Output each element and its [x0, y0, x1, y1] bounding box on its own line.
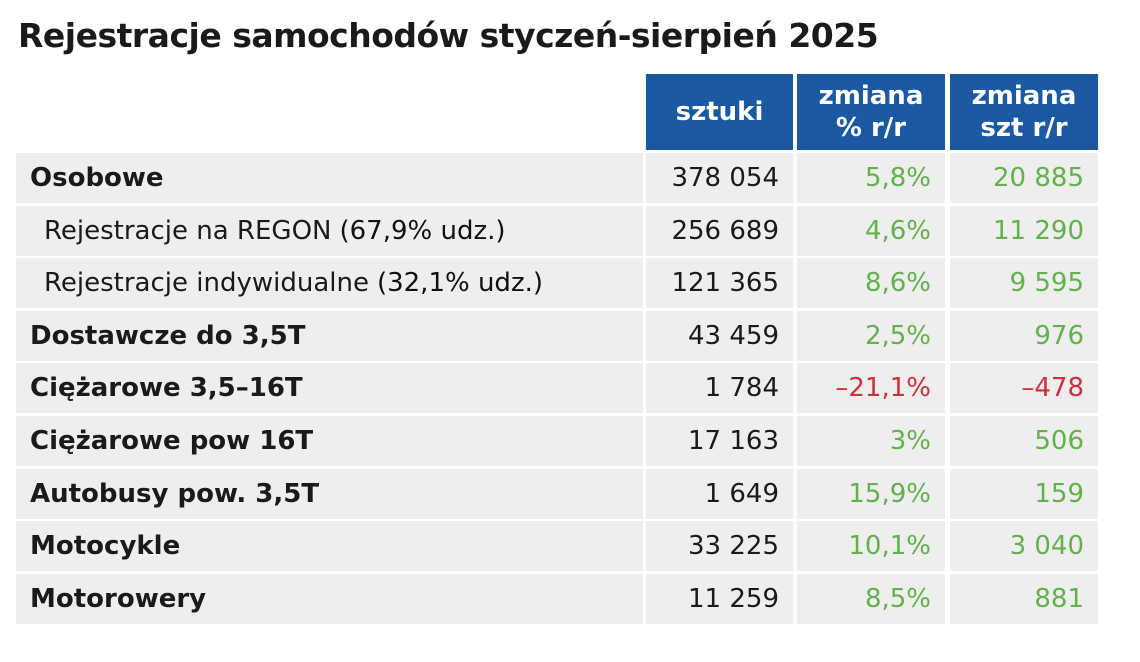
value-cell: 2,5% [797, 310, 945, 361]
value: 3% [889, 426, 931, 456]
row-label-cell: Rejestracje na REGON (67,9% udz.) [16, 205, 643, 256]
row-note: (32,1% udz.) [376, 268, 543, 299]
value: 3 040 [1009, 531, 1084, 562]
value-cell: 159 [950, 468, 1098, 519]
value: 9 595 [1009, 268, 1084, 299]
value: 881 [1034, 583, 1084, 614]
value-cell: –478 [950, 363, 1098, 414]
value-cell: 33 225 [646, 521, 793, 572]
value: 976 [1034, 320, 1084, 351]
row-label-cell: Dostawcze do 3,5T [16, 310, 643, 361]
value: 506 [1034, 426, 1084, 456]
value-cell: 10,1% [797, 521, 945, 572]
value: 8,5% [864, 583, 931, 614]
value: 11 290 [993, 215, 1084, 246]
value: 1 784 [704, 373, 779, 404]
header-text: % r/r [835, 113, 907, 143]
value: 256 689 [671, 215, 779, 246]
header-text: zmiana [971, 81, 1077, 111]
value: –21,1% [835, 373, 931, 404]
value: 159 [1034, 478, 1084, 509]
value-cell: 20 885 [950, 153, 1098, 203]
value-cell: 378 054 [646, 153, 793, 203]
value: 43 459 [688, 320, 779, 351]
row-label: Rejestracje indywidualne [44, 268, 369, 299]
row-label-cell: Motocykle [16, 521, 643, 572]
header-text: szt r/r [980, 113, 1068, 143]
row-label-cell: Osobowe [16, 153, 643, 203]
value-cell: 15,9% [797, 468, 945, 519]
value-cell: 17 163 [646, 416, 793, 466]
value: –478 [1021, 373, 1084, 404]
value: 2,5% [864, 320, 931, 351]
row-note: (67,9% udz.) [339, 215, 506, 246]
value-cell: 881 [950, 573, 1098, 624]
header-cell: zmiana% r/r [797, 74, 945, 150]
value-cell: 976 [950, 310, 1098, 361]
row-label-cell: Motorowery [16, 573, 643, 624]
value: 1 649 [704, 478, 779, 509]
header-text: sztuki [675, 97, 764, 127]
row-label: Motocykle [30, 531, 181, 562]
value: 378 054 [671, 163, 779, 193]
value-cell: 506 [950, 416, 1098, 466]
value-cell: 9 595 [950, 258, 1098, 309]
value: 15,9% [848, 478, 931, 509]
header-text: zmiana [818, 81, 924, 111]
value-cell: 11 290 [950, 205, 1098, 256]
title: Rejestracje samochodów styczeń-sierpień … [18, 16, 879, 55]
row-label-cell: Ciężarowe 3,5–16T [16, 363, 643, 414]
value-cell: –21,1% [797, 363, 945, 414]
row-label: Ciężarowe pow 16T [30, 426, 314, 456]
value: 121 365 [671, 268, 779, 299]
value: 4,6% [864, 215, 931, 246]
row-label: Ciężarowe 3,5–16T [30, 373, 303, 404]
header-cell: sztuki [646, 74, 793, 150]
value: 17 163 [688, 426, 779, 456]
value: 11 259 [688, 583, 779, 614]
value-cell: 43 459 [646, 310, 793, 361]
header-cell: zmiana szt r/r [950, 74, 1098, 150]
value-cell: 1 784 [646, 363, 793, 414]
row-label: Motorowery [30, 583, 207, 614]
value: 5,8% [864, 163, 931, 193]
value-cell: 256 689 [646, 205, 793, 256]
value-cell: 5,8% [797, 153, 945, 203]
value: 33 225 [688, 531, 779, 562]
value-cell: 11 259 [646, 573, 793, 624]
value-cell: 8,6% [797, 258, 945, 309]
row-label: Rejestracje na REGON [44, 215, 332, 246]
row-label-cell: Rejestracje indywidualne (32,1% udz.) [16, 258, 643, 309]
row-label-cell: Ciężarowe pow 16T [16, 416, 643, 466]
row-label: Dostawcze do 3,5T [30, 320, 306, 351]
value-cell: 1 649 [646, 468, 793, 519]
value: 8,6% [864, 268, 931, 299]
value-cell: 121 365 [646, 258, 793, 309]
value-cell: 4,6% [797, 205, 945, 256]
value: 20 885 [993, 163, 1084, 193]
value-cell: 8,5% [797, 573, 945, 624]
row-label-cell: Autobusy pow. 3,5T [16, 468, 643, 519]
row-label: Osobowe [30, 163, 164, 193]
value-cell: 3 040 [950, 521, 1098, 572]
value: 10,1% [848, 531, 931, 562]
row-label: Autobusy pow. 3,5T [30, 478, 320, 509]
value-cell: 3% [797, 416, 945, 466]
